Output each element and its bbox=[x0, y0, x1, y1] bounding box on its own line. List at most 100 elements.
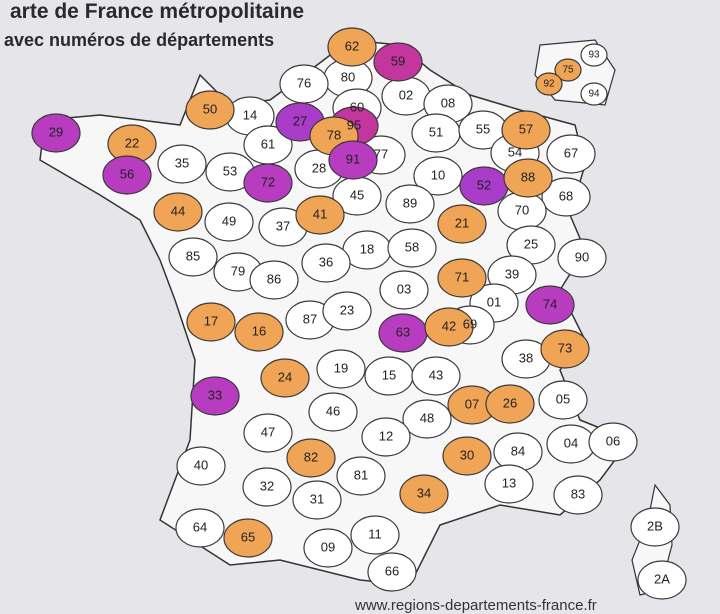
department-number: 94 bbox=[588, 89, 600, 100]
department-area bbox=[303, 528, 353, 568]
department-number: 2B bbox=[647, 518, 663, 533]
department-area bbox=[322, 291, 372, 331]
department-number: 12 bbox=[379, 428, 393, 443]
department-area bbox=[295, 195, 345, 235]
department-number: 91 bbox=[346, 151, 360, 166]
department-area bbox=[175, 508, 225, 548]
department-number: 13 bbox=[502, 475, 516, 490]
department-area bbox=[292, 480, 342, 520]
department-area bbox=[387, 228, 437, 268]
department-area bbox=[540, 329, 590, 369]
department-number: 76 bbox=[297, 75, 311, 90]
department-number: 50 bbox=[203, 101, 217, 116]
department-area bbox=[249, 260, 299, 300]
department-number: 62 bbox=[345, 38, 359, 53]
title: arte de France métropolitaine bbox=[10, 0, 304, 23]
department-number: 04 bbox=[564, 435, 578, 450]
department-number: 75 bbox=[562, 65, 574, 76]
department-number: 33 bbox=[208, 387, 222, 402]
department-area bbox=[316, 349, 366, 389]
department-number: 89 bbox=[403, 195, 417, 210]
department-area bbox=[185, 90, 235, 130]
department-number: 07 bbox=[465, 396, 479, 411]
department-area bbox=[580, 43, 608, 67]
department-area bbox=[286, 438, 336, 478]
department-number: 16 bbox=[252, 323, 266, 338]
department-area bbox=[503, 158, 553, 198]
department-number: 06 bbox=[606, 433, 620, 448]
department-area bbox=[243, 163, 293, 203]
department-number: 64 bbox=[193, 519, 207, 534]
department-area bbox=[373, 42, 423, 82]
department-number: 19 bbox=[334, 360, 348, 375]
department-number: 57 bbox=[519, 121, 533, 136]
department-number: 01 bbox=[487, 294, 501, 309]
department-number: 36 bbox=[319, 254, 333, 269]
department-number: 51 bbox=[429, 124, 443, 139]
department-area bbox=[243, 413, 293, 453]
department-number: 34 bbox=[417, 485, 431, 500]
department-number: 17 bbox=[204, 313, 218, 328]
department-number: 71 bbox=[455, 269, 469, 284]
department-area bbox=[168, 237, 218, 277]
department-number: 38 bbox=[519, 350, 533, 365]
department-area bbox=[424, 307, 474, 347]
department-number: 81 bbox=[354, 467, 368, 482]
source-url: www.regions-departements-france.fr bbox=[354, 597, 597, 614]
department-number: 55 bbox=[476, 121, 490, 136]
department-number: 14 bbox=[243, 107, 257, 122]
department-number: 80 bbox=[341, 69, 355, 84]
department-number: 85 bbox=[186, 248, 200, 263]
department-number: 86 bbox=[267, 271, 281, 286]
department-area bbox=[153, 192, 203, 232]
department-number: 44 bbox=[171, 203, 185, 218]
department-number: 42 bbox=[442, 318, 456, 333]
department-number: 84 bbox=[511, 443, 525, 458]
department-area bbox=[437, 204, 487, 244]
department-number: 79 bbox=[231, 263, 245, 278]
department-number: 43 bbox=[429, 367, 443, 382]
department-number: 87 bbox=[303, 311, 317, 326]
department-number: 73 bbox=[558, 340, 572, 355]
department-area bbox=[588, 422, 638, 462]
department-number: 52 bbox=[477, 177, 491, 192]
department-number: 83 bbox=[571, 486, 585, 501]
department-area bbox=[328, 140, 378, 180]
department-area bbox=[484, 464, 534, 504]
department-number: 49 bbox=[222, 213, 236, 228]
department-number: 26 bbox=[503, 395, 517, 410]
department-number: 66 bbox=[385, 563, 399, 578]
department-number: 48 bbox=[420, 410, 434, 425]
department-number: 78 bbox=[327, 127, 341, 142]
department-number: 28 bbox=[312, 160, 326, 175]
department-number: 10 bbox=[431, 167, 445, 182]
department-number: 46 bbox=[326, 403, 340, 418]
department-area bbox=[402, 399, 452, 439]
department-number: 22 bbox=[125, 135, 139, 150]
department-area bbox=[31, 113, 81, 153]
department-area bbox=[367, 552, 417, 592]
department-area bbox=[379, 270, 429, 310]
department-number: 53 bbox=[223, 163, 237, 178]
department-area bbox=[234, 312, 284, 352]
department-number: 95 bbox=[347, 117, 361, 132]
department-area bbox=[260, 358, 310, 398]
department-number: 67 bbox=[564, 145, 578, 160]
department-area bbox=[525, 285, 575, 325]
departments: 62 59 80 76 02 08 60 50 14 27 95 78 51 55 57 29 22 61 93 75… bbox=[31, 27, 687, 600]
department-number: 41 bbox=[313, 206, 327, 221]
department-area bbox=[176, 446, 226, 486]
department-number: 05 bbox=[556, 391, 570, 406]
department-area bbox=[308, 392, 358, 432]
department-area bbox=[157, 144, 207, 184]
department-area bbox=[102, 155, 152, 195]
department-area bbox=[535, 72, 563, 96]
department-number: 77 bbox=[374, 146, 388, 161]
department-number: 65 bbox=[241, 529, 255, 544]
department-area bbox=[580, 82, 608, 106]
department-number: 59 bbox=[391, 53, 405, 68]
department-number: 30 bbox=[460, 447, 474, 462]
department-number: 09 bbox=[321, 539, 335, 554]
